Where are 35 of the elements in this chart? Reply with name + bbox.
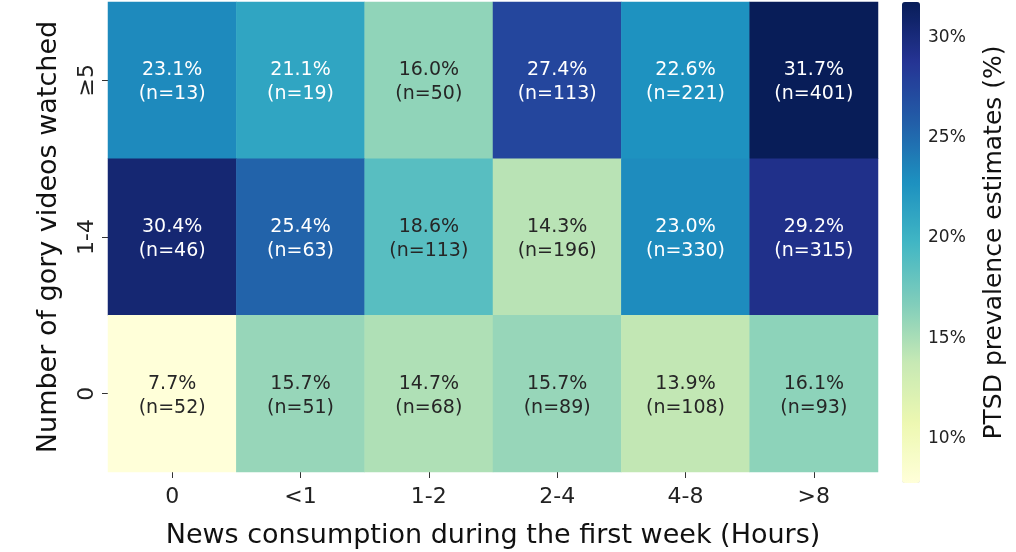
color-bar-label: 25% — [928, 126, 966, 147]
x-tick-label: 1-2 — [410, 482, 447, 508]
data-label: 30.4% (n=46) — [138, 214, 206, 260]
x-tick-label: 2-4 — [539, 482, 576, 508]
data-label: 15.7% (n=51) — [267, 370, 334, 417]
x-tick-label: >8 — [797, 482, 831, 508]
y-tick-label: 1-4 — [72, 219, 98, 255]
color-bar-label: 15% — [928, 326, 966, 347]
data-label: 7.7% (n=52) — [138, 370, 206, 417]
data-label: 23.0% (n=330) — [645, 214, 726, 260]
data-label: 25.4% (n=63) — [267, 214, 334, 260]
y-tick-label: ≥5 — [72, 64, 98, 97]
x-tick-label: 0 — [165, 482, 180, 508]
color-bar-label: 20% — [928, 226, 966, 247]
data-label: 14.3% (n=196) — [517, 214, 597, 260]
data-label: 22.6% (n=221) — [645, 57, 726, 104]
data-label: 31.7% (n=401) — [774, 57, 854, 104]
y-axis-title: Number of gory videos watched — [31, 20, 62, 454]
data-label: 23.1% (n=13) — [138, 57, 206, 104]
data-label: 15.7% (n=89) — [523, 370, 591, 417]
data-label: 21.1% (n=19) — [267, 57, 334, 104]
data-label: 16.0% (n=50) — [395, 57, 463, 104]
x-axis-title: News consumption during the first week (Hours) — [165, 518, 821, 549]
y-tick-label: 0 — [72, 386, 98, 401]
data-label: 16.1% (n=93) — [780, 370, 848, 417]
data-label: 13.9% (n=108) — [645, 370, 726, 417]
data-label: 29.2% (n=315) — [774, 214, 854, 260]
x-tick-label: <1 — [284, 482, 317, 508]
color-bar-label: 30% — [928, 26, 966, 47]
x-tick-label: 4-8 — [667, 482, 704, 508]
color-bar-label: 10% — [928, 426, 966, 447]
data-label: 18.6% (n=113) — [389, 214, 469, 260]
color-bar-title: PTSD prevalence estimates (%) — [978, 45, 1007, 440]
data-label: 14.7% (n=68) — [395, 370, 463, 417]
data-label: 27.4% (n=113) — [517, 57, 597, 104]
